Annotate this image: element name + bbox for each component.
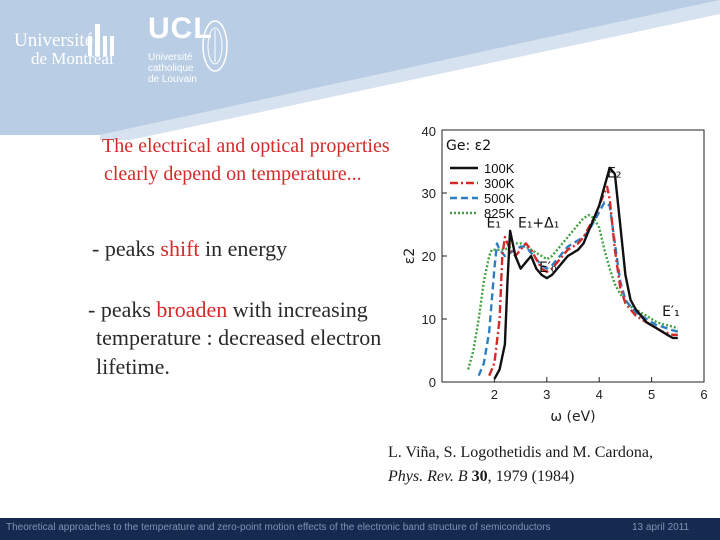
x-tick-label: 6	[700, 387, 707, 402]
footer-bar: Theoretical approaches to the temperatur…	[0, 518, 720, 540]
peak-annotation: E′₀	[539, 260, 557, 276]
bullet2-keyword: broaden	[156, 297, 228, 322]
x-tick-label: 4	[596, 387, 603, 402]
bullet2-post: with increasing	[227, 297, 368, 322]
bullet2-pre: - peaks	[88, 297, 157, 322]
y-tick-label: 0	[429, 375, 436, 390]
peak-annotation: E₁	[487, 216, 501, 232]
ucl-line-2: catholique	[148, 63, 194, 74]
series-line-825K	[467, 213, 679, 370]
ucl-line-1: Université	[148, 52, 193, 63]
bullet-shift: - peaks shift in energy	[92, 236, 287, 262]
y-tick-label: 20	[422, 249, 436, 264]
heading-line-1: The electrical and optical properties	[102, 135, 390, 157]
reference-authors: L. Viña, S. Logothetidis and M. Cardona,	[388, 444, 653, 461]
bullet2-line-2: temperature : decreased electron	[96, 325, 382, 350]
y-axis-label: ε2	[402, 248, 418, 264]
footer-date: 13 april 2011	[632, 522, 690, 533]
bullet2-line-3: lifetime.	[96, 354, 170, 379]
reference-rest: , 1979 (1984)	[487, 468, 575, 485]
um-logo-line2: de Montréal	[31, 49, 114, 68]
footer-title: Theoretical approaches to the temperatur…	[6, 522, 551, 533]
y-tick-label: 10	[422, 312, 436, 327]
reference-journal: Phys. Rev. B	[388, 468, 468, 485]
ge-epsilon2-chart: 2 3 4 5 6 0 10 20 30 40 ω (eV) ε2 Ge: ε2 100K300K500…	[402, 120, 720, 426]
ucl-mark: UCL	[148, 12, 213, 45]
series-line-100K	[493, 166, 678, 380]
ucl-line-3: de Louvain	[148, 74, 197, 85]
y-tick-label: 40	[422, 124, 436, 139]
chart-title: Ge: ε2	[446, 138, 491, 154]
legend-label: 100K	[484, 161, 515, 176]
legend-label: 825K	[484, 206, 515, 221]
chart-background	[402, 120, 720, 426]
ucl-logo: UCL Université catholique de Louvain	[142, 12, 230, 85]
header-band	[0, 0, 720, 140]
bullet1-pre: - peaks	[92, 236, 161, 261]
x-tick-label: 2	[491, 387, 498, 402]
reference-volume: 30	[471, 468, 488, 485]
reference-citation: L. Viña, S. Logothetidis and M. Cardona,…	[388, 441, 653, 489]
peak-annotation: E₂	[607, 165, 621, 181]
peak-annotation: E′₁	[662, 304, 680, 320]
peak-annotation: E₁+Δ₁	[518, 216, 559, 232]
um-pavilion-icon	[88, 24, 114, 56]
bullet1-post: in energy	[199, 236, 288, 261]
bullet-broaden: - peaks broaden with increasing	[88, 297, 368, 323]
x-tick-label: 5	[648, 387, 655, 402]
ucl-seal-icon	[202, 20, 228, 72]
reference-journal-line: Phys. Rev. B 30, 1979 (1984)	[388, 465, 653, 489]
heading-line-2: clearly depend on temperature...	[104, 163, 362, 185]
legend-label: 300K	[484, 176, 515, 191]
x-axis-label: ω (eV)	[550, 409, 595, 425]
y-tick-label: 30	[422, 186, 436, 201]
bullet1-keyword: shift	[160, 236, 200, 261]
um-logo-line1: Université	[14, 30, 94, 51]
x-tick-label: 3	[543, 387, 550, 402]
legend-label: 500K	[484, 191, 515, 206]
